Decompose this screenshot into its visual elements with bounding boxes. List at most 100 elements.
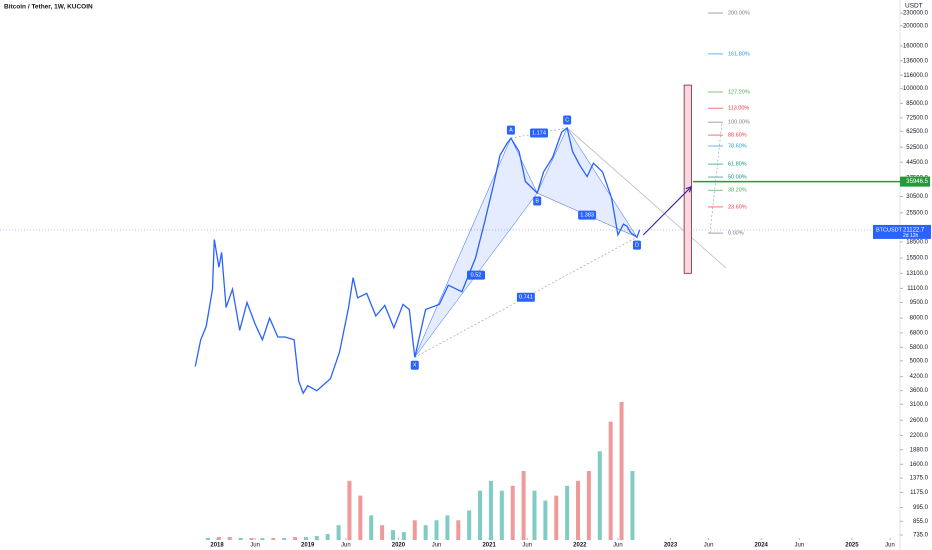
y-tick-label: 1600.0	[910, 462, 929, 468]
y-tick-label: 5800.0	[910, 345, 929, 351]
x-tick-label: Jun	[341, 543, 351, 549]
volume-bar	[586, 471, 591, 540]
volume-bar	[314, 536, 319, 540]
x-tick-label: 2019	[301, 543, 315, 549]
y-tick-label: 6800.0	[910, 330, 929, 336]
x-tick-label: Jun	[885, 543, 895, 549]
ratio-label: 1.383	[580, 213, 594, 219]
volume-bar	[227, 537, 232, 540]
last-price-box	[873, 224, 931, 239]
x-tick-label: Jun	[704, 543, 714, 549]
pattern-point-label: B	[535, 198, 539, 204]
y-tick-label: 18500.0	[906, 240, 928, 246]
fib-label: 161.80%	[728, 51, 750, 57]
projection-arrow	[642, 186, 692, 236]
volume-bar	[554, 495, 559, 540]
volume-bar	[521, 471, 526, 540]
price-line	[194, 126, 641, 395]
fib-label: 113.00%	[728, 106, 749, 112]
volume-bar	[510, 485, 515, 540]
y-tick-label: 735.0	[913, 533, 929, 539]
volume-bar	[608, 421, 613, 540]
fib-label: 200.00%	[728, 10, 750, 16]
pattern-point-box	[410, 360, 419, 370]
x-tick-label: Jun	[522, 543, 532, 549]
volume-bar	[619, 402, 624, 540]
ratio-box	[578, 210, 597, 220]
volume-bar	[412, 520, 417, 540]
last-price-countdown: 2d 12h	[903, 233, 919, 239]
target-label: 35946.5	[906, 179, 928, 185]
ratio-label: 0.52	[471, 273, 482, 279]
ratio-box	[516, 292, 535, 302]
y-tick-label: 995.0	[913, 505, 929, 511]
trend-line	[566, 127, 727, 269]
x-tick-label: Jun	[432, 543, 442, 549]
fib-label: 50.00%	[728, 175, 747, 181]
pattern-point-box	[563, 115, 572, 125]
x-tick-label: 2018	[210, 543, 224, 549]
y-tick-label: 1375.0	[910, 476, 929, 482]
ratio-box	[530, 128, 549, 138]
y-tick-label: 5000.0	[910, 358, 929, 364]
volume-bar	[630, 471, 635, 540]
pattern-point-label: C	[565, 117, 569, 123]
projection-box	[683, 84, 692, 274]
ratio-label: 1.174	[532, 131, 546, 137]
fib-label: 61.80%	[728, 162, 747, 168]
y-tick-label: 85000.0	[906, 101, 928, 107]
fib-diagonal	[709, 122, 723, 234]
y-tick-label: 200000.0	[903, 23, 929, 29]
volume-bar	[293, 537, 298, 540]
volume-bar	[543, 500, 548, 540]
volume-bar	[597, 451, 602, 540]
volume-bar	[336, 525, 341, 540]
volume-bar	[390, 530, 395, 540]
y-tick-label: 11100.0	[907, 286, 928, 292]
volume-bar	[532, 490, 537, 540]
volume-bar	[260, 538, 265, 540]
fib-label: 127.20%	[728, 89, 750, 95]
volume-bar	[358, 495, 363, 540]
volume-bar	[478, 490, 483, 540]
chart-title: Bitcoin / Tether, 1W, KUCOIN	[4, 4, 93, 11]
volume-bar	[434, 520, 439, 540]
fib-label: 23.60%	[728, 204, 747, 210]
pattern-point-box	[506, 125, 515, 135]
ratio-label: 0.741	[519, 295, 533, 301]
axis-unit: USDT	[905, 3, 923, 10]
volume-bar	[445, 515, 450, 540]
volume-bar	[271, 538, 276, 540]
volume-bar	[401, 532, 406, 540]
volume-bar	[380, 525, 385, 540]
fib-label: 100.00%	[728, 120, 750, 126]
fib-label: 0.00%	[728, 231, 744, 237]
y-tick-label: 3600.0	[910, 388, 929, 394]
volume-bar	[347, 480, 352, 540]
volume-bar	[249, 538, 254, 540]
volume-bar	[499, 490, 504, 540]
volume-bar	[325, 534, 330, 540]
x-tick-label: 2020	[392, 543, 406, 549]
y-tick-label: 1175.0	[910, 490, 929, 496]
x-tick-label: 2023	[664, 543, 678, 549]
x-tick-label: Jun	[250, 543, 260, 549]
y-tick-label: 1880.0	[910, 447, 929, 453]
y-tick-label: 44500.0	[906, 160, 928, 166]
x-tick-label: Jun	[613, 543, 623, 549]
y-tick-label: 100000.0	[903, 86, 929, 92]
pattern-point-label: D	[635, 243, 639, 249]
y-tick-label: 8000.0	[910, 316, 929, 322]
x-tick-label: 2024	[755, 543, 769, 549]
pattern-point-label: X	[413, 363, 417, 369]
y-tick-label: 116000.0	[903, 73, 928, 79]
y-tick-label: 160000.0	[903, 44, 929, 50]
y-tick-label: 4200.0	[910, 374, 929, 380]
x-tick-label: Jun	[794, 543, 804, 549]
y-tick-label: 230000.0	[903, 11, 929, 17]
y-tick-label: 855.0	[913, 519, 929, 525]
fib-label: 88.60%	[728, 133, 747, 139]
y-tick-label: 15500.0	[906, 256, 928, 262]
